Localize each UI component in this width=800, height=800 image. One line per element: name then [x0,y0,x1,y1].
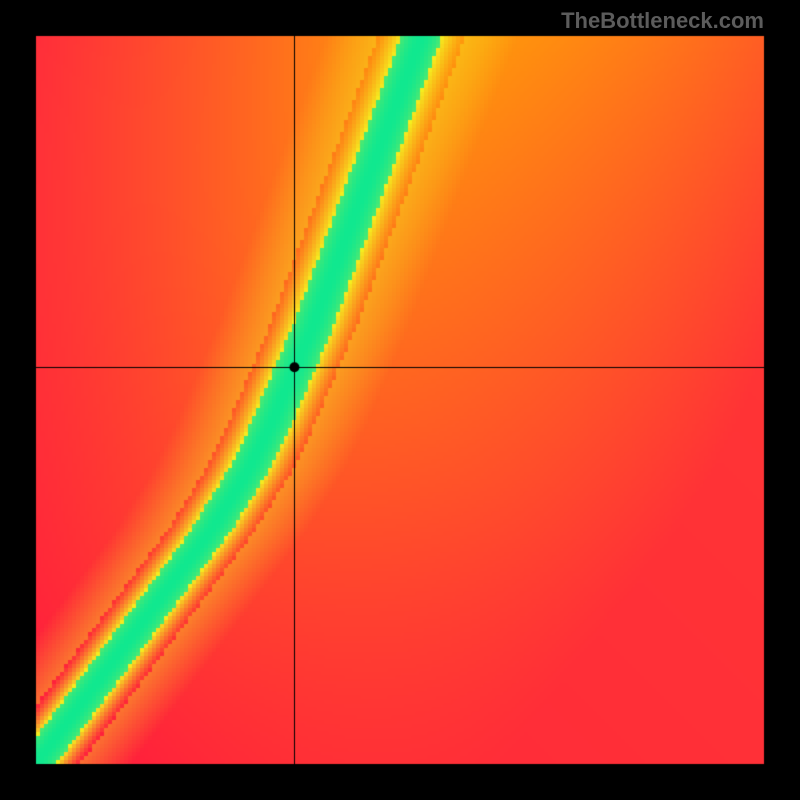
chart-container: TheBottleneck.com [0,0,800,800]
watermark-text: TheBottleneck.com [561,8,764,34]
heatmap-canvas [0,0,800,800]
